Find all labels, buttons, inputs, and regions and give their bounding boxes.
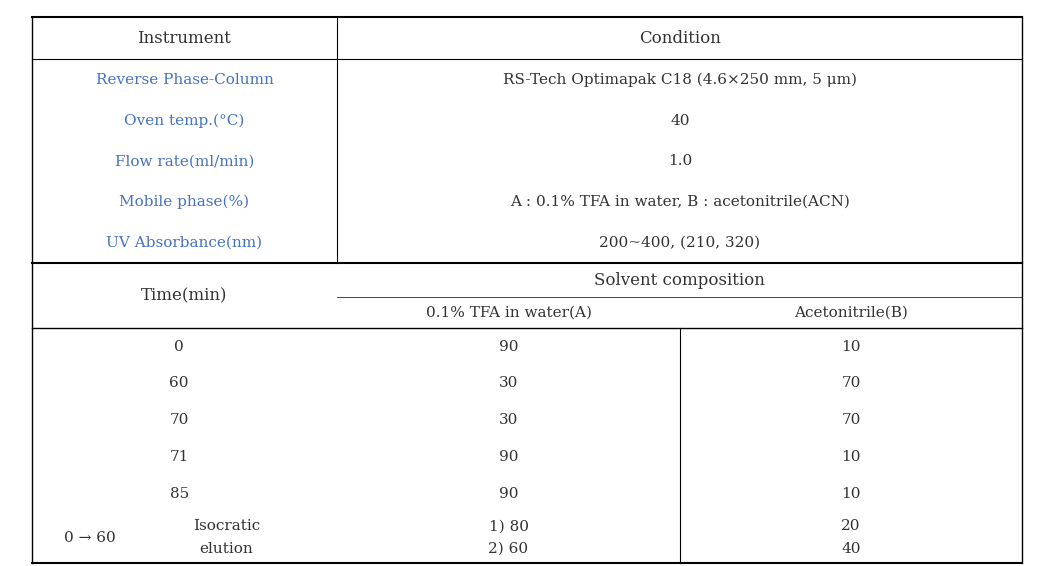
Text: A : 0.1% TFA in water, B : acetonitrile(ACN): A : 0.1% TFA in water, B : acetonitrile(… xyxy=(510,195,850,209)
Text: 70: 70 xyxy=(841,413,861,427)
Text: 71: 71 xyxy=(170,450,189,464)
Text: 0.1% TFA in water(A): 0.1% TFA in water(A) xyxy=(426,306,591,320)
Text: Isocratic: Isocratic xyxy=(193,520,260,534)
Text: RS-Tech Optimapak C18 (4.6×250 mm, 5 μm): RS-Tech Optimapak C18 (4.6×250 mm, 5 μm) xyxy=(503,72,857,87)
Text: 1.0: 1.0 xyxy=(667,155,692,168)
Text: 70: 70 xyxy=(841,376,861,391)
Text: Reverse Phase-Column: Reverse Phase-Column xyxy=(96,73,273,87)
Text: Mobile phase(%): Mobile phase(%) xyxy=(119,195,250,209)
Text: 40: 40 xyxy=(841,542,861,556)
Text: 10: 10 xyxy=(841,487,861,501)
Text: 90: 90 xyxy=(499,487,519,501)
Text: 1) 80: 1) 80 xyxy=(489,520,528,534)
Text: Acetonitrile(B): Acetonitrile(B) xyxy=(794,306,909,320)
Text: 10: 10 xyxy=(841,340,861,354)
Text: 90: 90 xyxy=(499,340,519,354)
Text: 20: 20 xyxy=(841,520,861,534)
Text: Flow rate(ml/min): Flow rate(ml/min) xyxy=(115,155,254,168)
Text: 70: 70 xyxy=(170,413,189,427)
Text: UV Absorbance(nm): UV Absorbance(nm) xyxy=(106,236,262,250)
Text: Solvent composition: Solvent composition xyxy=(594,272,765,289)
Text: 0: 0 xyxy=(174,340,184,354)
Text: 200~400, (210, 320): 200~400, (210, 320) xyxy=(600,236,760,250)
Text: 90: 90 xyxy=(499,450,519,464)
Text: 40: 40 xyxy=(670,114,689,127)
Text: 10: 10 xyxy=(841,450,861,464)
Text: 0 → 60: 0 → 60 xyxy=(63,531,116,544)
Text: Instrument: Instrument xyxy=(137,29,232,47)
Text: 30: 30 xyxy=(499,413,519,427)
Text: 2) 60: 2) 60 xyxy=(488,542,529,556)
Text: 30: 30 xyxy=(499,376,519,391)
Text: Condition: Condition xyxy=(639,29,721,47)
Text: Time(min): Time(min) xyxy=(141,287,228,305)
Text: Oven temp.(°C): Oven temp.(°C) xyxy=(124,113,245,128)
Text: 60: 60 xyxy=(170,376,189,391)
Text: elution: elution xyxy=(200,542,253,556)
Text: 85: 85 xyxy=(170,487,189,501)
